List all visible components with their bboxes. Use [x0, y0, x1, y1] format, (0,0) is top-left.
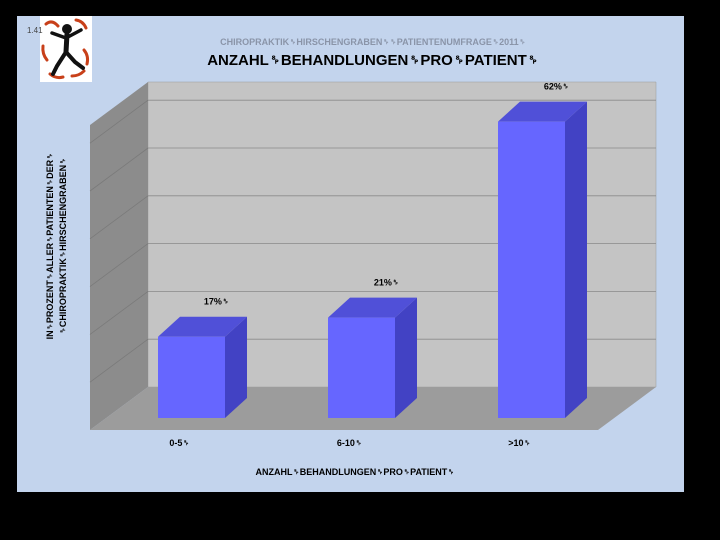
data-label: 62%␠ — [544, 82, 569, 92]
chart-side-wall — [90, 82, 148, 430]
x-axis-title: ANZAHL␠BEHANDLUNGEN␠PRO␠PATIENT␠ — [256, 467, 455, 477]
bar-top — [158, 316, 247, 337]
x-tick-labels: 0-5␠ 6-10␠ >10␠ — [169, 438, 530, 448]
chart-title: ANZAHL␠BEHANDLUNGEN␠PRO␠PATIENT␠ — [207, 52, 539, 69]
bar — [498, 101, 587, 418]
y-axis-title: IN␠PROZENT␠ALLER␠PATIENTEN␠DER␠ ␠CHIROPR… — [45, 153, 68, 340]
data-label: 17%␠ — [204, 297, 229, 307]
y-axis-title-line-1: IN␠PROZENT␠ALLER␠PATIENTEN␠DER␠ — [45, 153, 55, 340]
bar-front — [158, 336, 225, 418]
bar — [158, 316, 247, 418]
gridline — [89, 291, 149, 335]
bar-side — [395, 297, 417, 418]
bar-front — [498, 121, 565, 418]
bar-front — [328, 317, 395, 418]
page-number: 1.41 — [27, 26, 43, 35]
bar — [328, 297, 417, 418]
bar-top — [498, 101, 587, 122]
gridline — [89, 195, 149, 240]
bar-top — [328, 297, 417, 318]
data-label: 21%␠ — [374, 278, 399, 288]
chart-supertitle: CHIROPRAKTIK␠HIRSCHENGRABEN␠␠PATIENTENUM… — [220, 37, 526, 47]
gridline — [89, 243, 149, 287]
gridline — [89, 99, 149, 144]
gridline — [89, 147, 149, 192]
gridline — [89, 338, 149, 383]
x-tick-label: 0-5␠ — [169, 438, 189, 448]
y-axis-title-line-2: ␠CHIROPRAKTIK␠HIRSCHENGRABEN␠ — [58, 158, 68, 335]
chiropractic-logo — [40, 16, 92, 82]
bar-side — [225, 316, 247, 418]
bar-series — [158, 101, 587, 418]
data-labels: 17%␠ 21%␠ 62%␠ — [204, 82, 569, 307]
dancing-figure-icon — [40, 16, 92, 82]
x-tick-label: >10␠ — [508, 438, 530, 448]
x-tick-label: 6-10␠ — [337, 438, 362, 448]
bar-side — [565, 101, 587, 418]
